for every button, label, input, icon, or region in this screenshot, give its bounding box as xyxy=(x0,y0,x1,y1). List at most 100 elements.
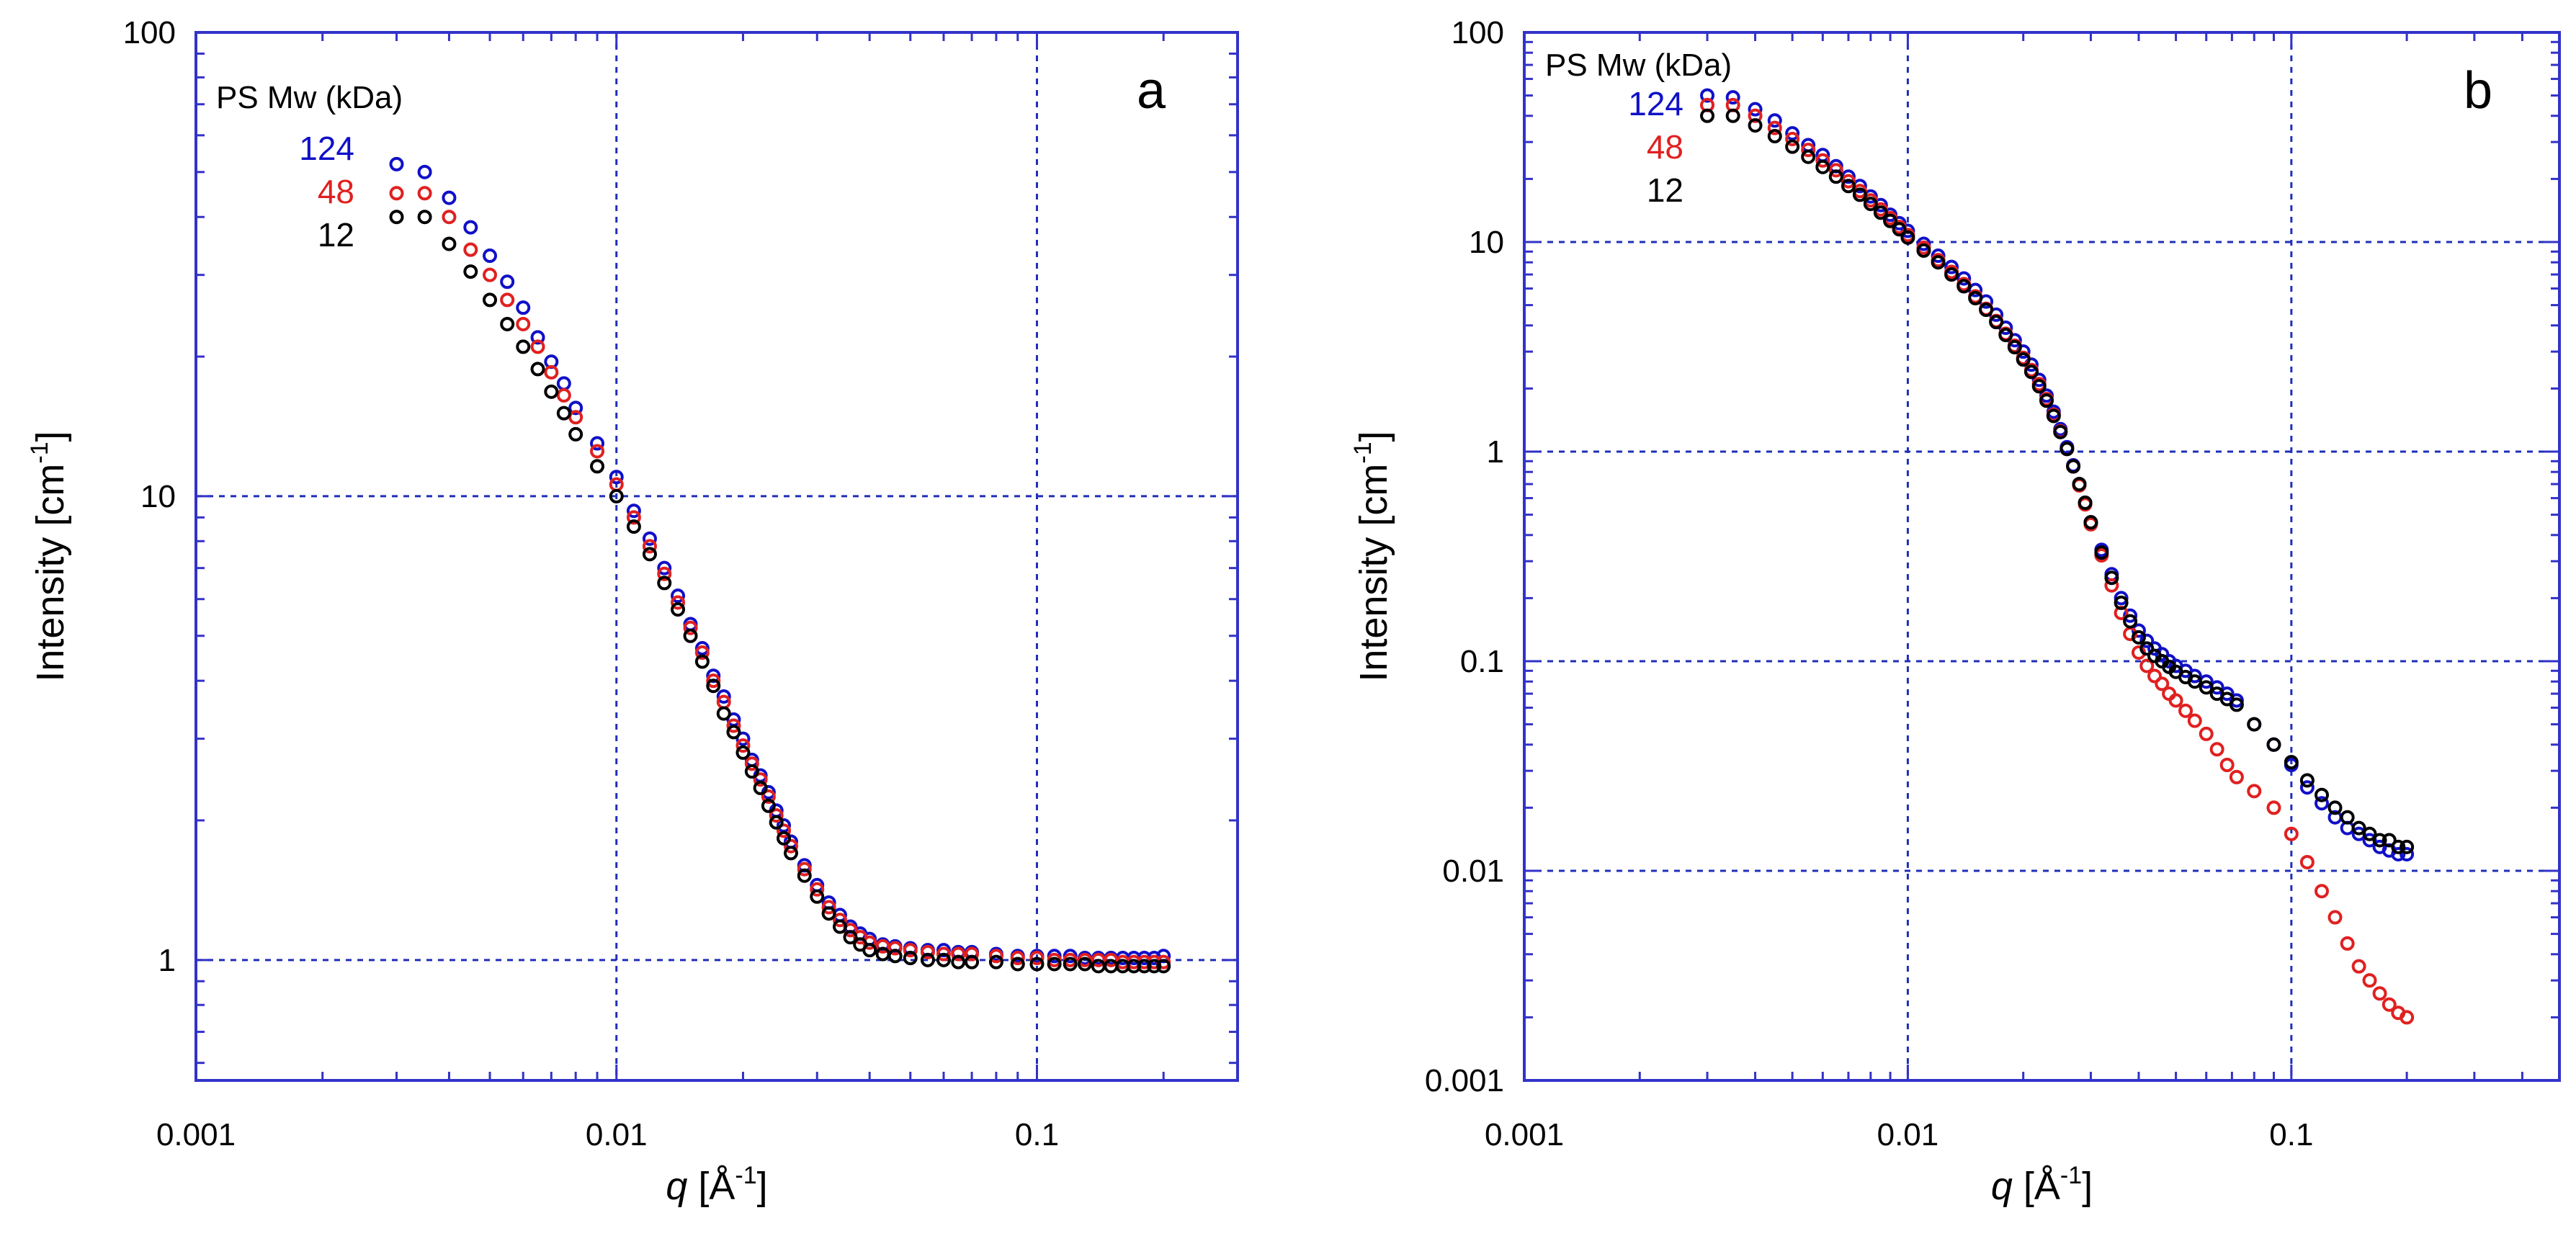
legend-entry-12: 12 xyxy=(318,216,354,254)
data-point xyxy=(1863,197,1878,212)
y-tick-label: 0.01 xyxy=(1442,854,1504,889)
y-tick-label: 10 xyxy=(140,479,176,514)
x-tick-label: 0.1 xyxy=(1015,1117,1059,1152)
data-point xyxy=(1767,129,1782,144)
data-point xyxy=(657,566,672,581)
data-point xyxy=(642,539,657,554)
data-point xyxy=(761,798,776,813)
data-point xyxy=(556,388,571,403)
data-point xyxy=(2007,339,2022,354)
data-point xyxy=(2372,833,2387,848)
data-point xyxy=(2351,959,2366,974)
panel-a-chart: 0.001 0.01 0.1 1 10 100 q [Å-1] Intensity [cm… xyxy=(26,15,1239,1208)
data-point xyxy=(2053,424,2068,439)
data-point xyxy=(2031,379,2047,394)
data-point xyxy=(1979,303,1994,318)
data-point xyxy=(2299,773,2315,788)
data-point xyxy=(1725,90,1740,105)
data-point xyxy=(1944,259,1959,274)
data-point xyxy=(2066,459,2081,474)
data-point xyxy=(2123,614,2138,629)
data-point xyxy=(2247,717,2262,732)
panel-b-x-axis-title: q [Å-1] xyxy=(1991,1162,2093,1208)
data-point xyxy=(706,679,721,694)
data-point xyxy=(2229,769,2244,784)
data-point xyxy=(2131,630,2146,645)
series-124 xyxy=(1700,88,2415,861)
data-point xyxy=(2219,758,2235,773)
data-point xyxy=(1700,88,1715,103)
data-point xyxy=(2247,784,2262,799)
data-point xyxy=(716,706,731,721)
data-point xyxy=(544,364,559,380)
data-point xyxy=(1916,243,1931,258)
panel-a-label: a xyxy=(1137,62,1166,120)
data-point xyxy=(568,400,583,416)
data-point xyxy=(797,868,812,883)
series-48 xyxy=(1700,97,2415,1025)
data-point xyxy=(626,519,641,534)
data-point xyxy=(544,384,559,399)
data-point xyxy=(1944,267,1959,282)
data-point xyxy=(1815,159,1830,174)
data-point xyxy=(862,935,877,950)
data-point xyxy=(1873,205,1888,220)
y-tick-label: 0.1 xyxy=(1460,644,1504,679)
panel-b-legend-title: PS Mw (kDa) xyxy=(1545,48,1732,83)
data-point xyxy=(2060,442,2075,457)
data-point xyxy=(2147,668,2163,684)
data-point xyxy=(783,846,798,861)
y-tick-label: 100 xyxy=(1452,15,1504,50)
data-point xyxy=(1063,957,1078,972)
x-tick-label: 0.01 xyxy=(1877,1117,1939,1152)
data-point xyxy=(683,620,698,635)
data-point xyxy=(832,919,847,934)
data-point xyxy=(2284,755,2299,770)
data-point xyxy=(1892,222,1907,237)
data-point xyxy=(463,264,478,279)
data-point xyxy=(706,668,721,684)
data-point xyxy=(1010,951,1025,966)
panel-b-grid xyxy=(1524,32,2559,1080)
y-tick-label: 1 xyxy=(1487,434,1504,470)
panel-b-series xyxy=(1700,88,2415,1025)
data-point xyxy=(442,210,457,225)
data-point xyxy=(2391,839,2406,854)
data-point xyxy=(2123,608,2138,623)
data-point xyxy=(1841,174,1856,189)
data-point xyxy=(568,426,583,442)
data-point xyxy=(1785,126,1800,141)
data-point xyxy=(609,488,624,503)
data-point xyxy=(1998,328,2013,343)
data-point xyxy=(1047,957,1062,972)
panel-b-label: b xyxy=(2464,62,2492,120)
legend-entry-124: 124 xyxy=(1628,85,1683,122)
data-point xyxy=(2178,703,2193,718)
data-point xyxy=(590,459,605,474)
data-point xyxy=(2104,570,2119,586)
data-point xyxy=(1931,255,1946,270)
data-point xyxy=(903,943,918,958)
data-point xyxy=(2187,713,2202,728)
data-point xyxy=(2139,658,2155,673)
data-point xyxy=(726,725,741,740)
data-point xyxy=(1852,187,1867,202)
data-point xyxy=(2299,780,2315,795)
legend-entry-48: 48 xyxy=(1647,128,1683,166)
data-point xyxy=(2209,742,2224,757)
panel-b-y-axis-title: Intensity [cm-1] xyxy=(1349,431,1395,681)
data-point xyxy=(1147,959,1162,974)
data-point xyxy=(965,954,980,969)
data-point xyxy=(1828,169,1843,184)
data-point xyxy=(988,949,1003,964)
data-point xyxy=(744,764,759,779)
data-point xyxy=(1801,149,1816,164)
data-point xyxy=(671,588,686,604)
data-point xyxy=(442,236,457,251)
data-point xyxy=(903,951,918,966)
data-point xyxy=(642,547,657,562)
y-tick-label: 1 xyxy=(158,943,176,978)
data-point xyxy=(2162,686,2177,702)
panel-b-axis-ticks xyxy=(1523,31,2561,1082)
data-point xyxy=(761,789,776,805)
